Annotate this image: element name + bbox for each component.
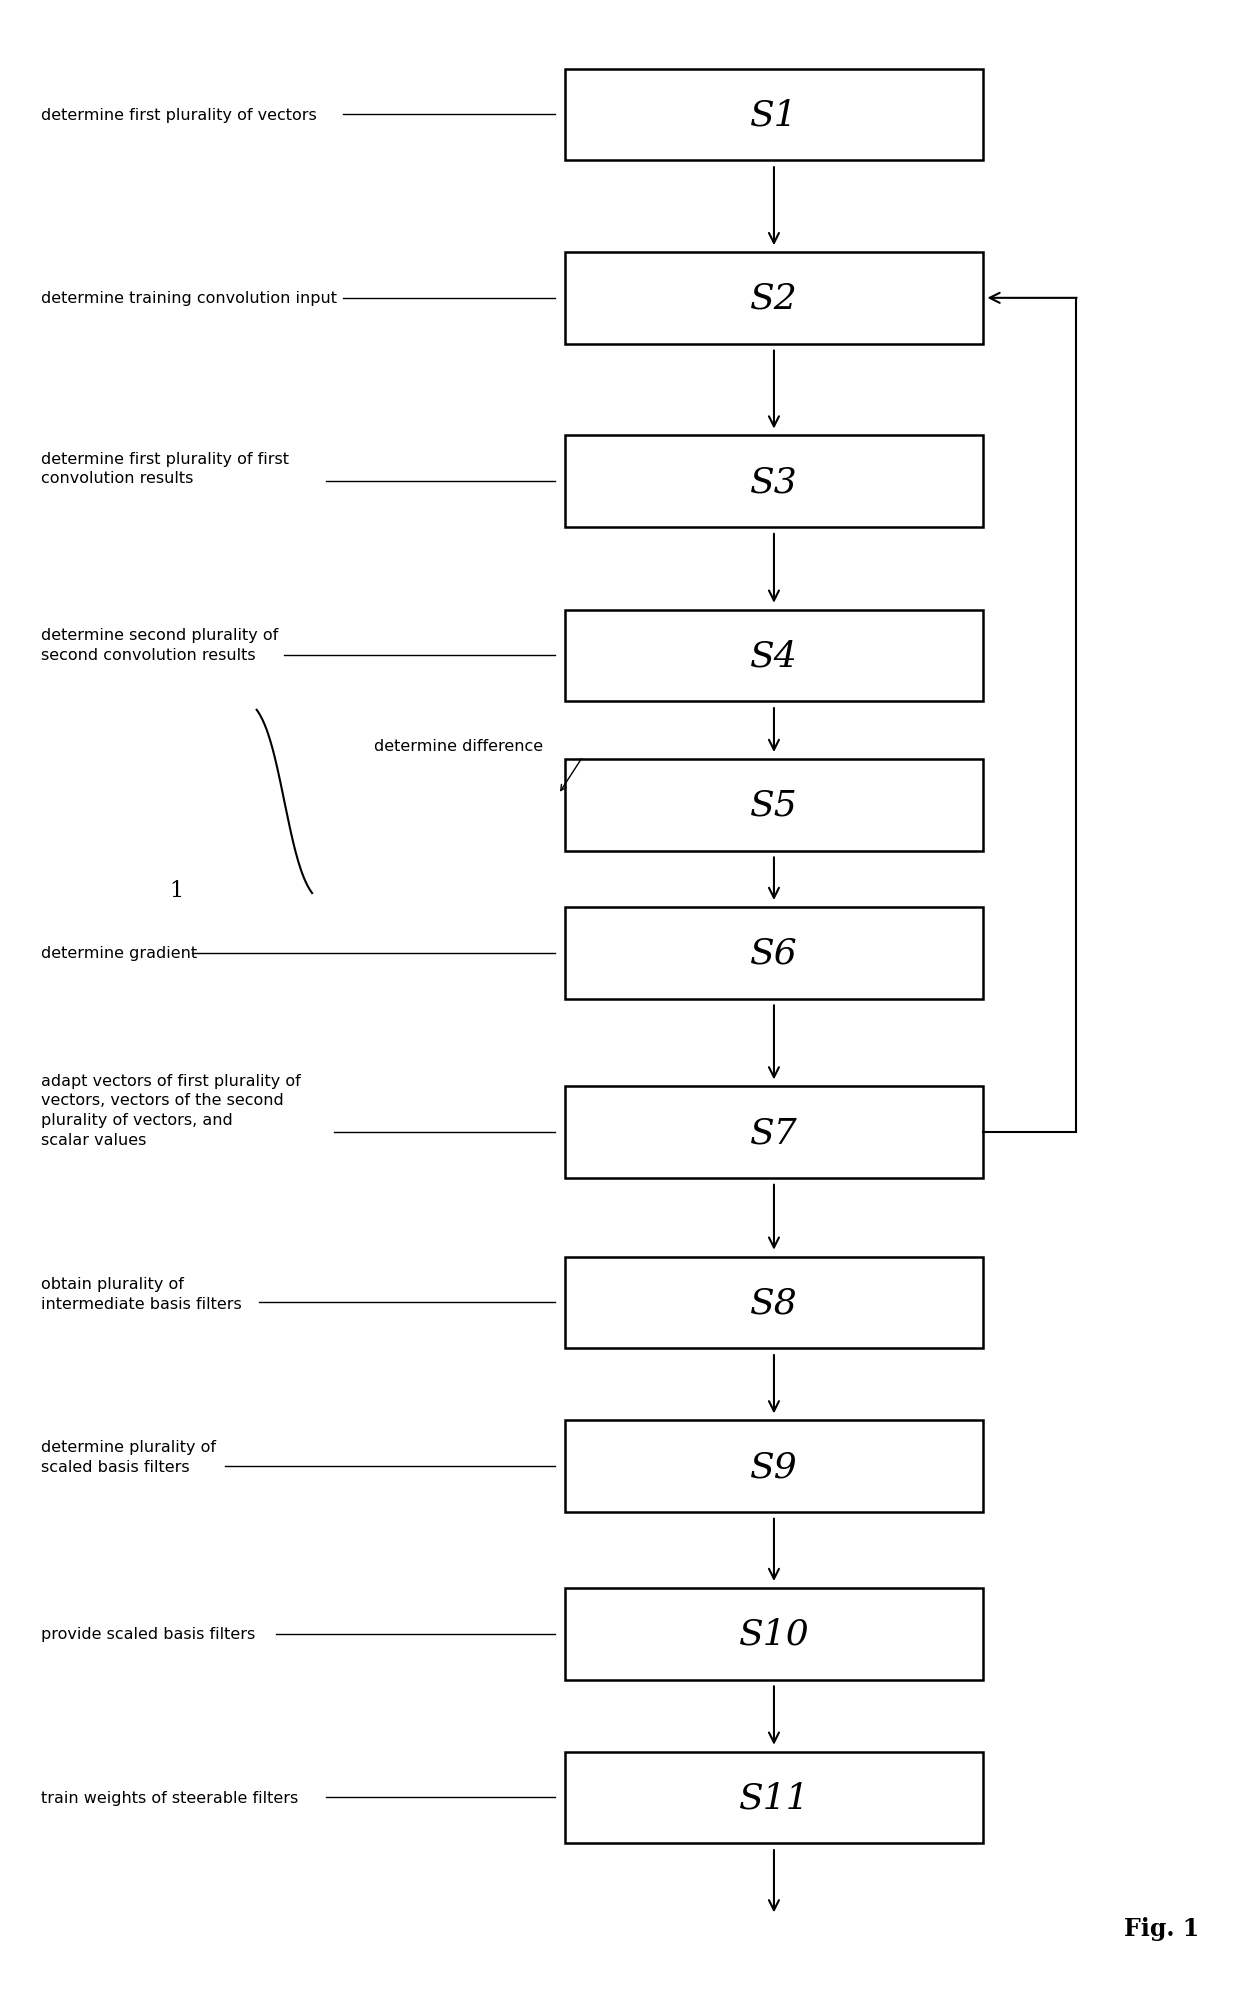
Text: determine difference: determine difference xyxy=(373,739,543,753)
Text: determine first plurality of first
convolution results: determine first plurality of first convo… xyxy=(41,452,289,486)
FancyBboxPatch shape xyxy=(564,254,983,344)
Text: S1: S1 xyxy=(750,98,797,132)
Text: 1: 1 xyxy=(170,879,184,901)
Text: S10: S10 xyxy=(739,1616,810,1650)
Text: S7: S7 xyxy=(750,1115,797,1149)
Text: adapt vectors of first plurality of
vectors, vectors of the second
plurality of : adapt vectors of first plurality of vect… xyxy=(41,1073,301,1147)
Text: S11: S11 xyxy=(739,1780,810,1814)
FancyBboxPatch shape xyxy=(564,609,983,701)
Text: S8: S8 xyxy=(750,1285,797,1319)
FancyBboxPatch shape xyxy=(564,436,983,527)
Text: S4: S4 xyxy=(750,639,797,673)
Text: obtain plurality of
intermediate basis filters: obtain plurality of intermediate basis f… xyxy=(41,1277,242,1311)
Text: provide scaled basis filters: provide scaled basis filters xyxy=(41,1626,255,1642)
Text: S9: S9 xyxy=(750,1449,797,1483)
Text: determine gradient: determine gradient xyxy=(41,945,197,961)
FancyBboxPatch shape xyxy=(564,759,983,851)
FancyBboxPatch shape xyxy=(564,907,983,999)
Text: determine plurality of
scaled basis filters: determine plurality of scaled basis filt… xyxy=(41,1441,216,1475)
Text: determine training convolution input: determine training convolution input xyxy=(41,292,337,306)
FancyBboxPatch shape xyxy=(564,1752,983,1844)
Text: S6: S6 xyxy=(750,937,797,971)
FancyBboxPatch shape xyxy=(564,1087,983,1179)
Text: S5: S5 xyxy=(750,789,797,823)
Text: determine first plurality of vectors: determine first plurality of vectors xyxy=(41,108,317,124)
FancyBboxPatch shape xyxy=(564,70,983,162)
Text: determine second plurality of
second convolution results: determine second plurality of second con… xyxy=(41,627,278,663)
Text: S3: S3 xyxy=(750,466,797,500)
Text: S2: S2 xyxy=(750,282,797,316)
Text: Fig. 1: Fig. 1 xyxy=(1123,1916,1199,1940)
Text: train weights of steerable filters: train weights of steerable filters xyxy=(41,1790,299,1804)
FancyBboxPatch shape xyxy=(564,1257,983,1349)
FancyBboxPatch shape xyxy=(564,1421,983,1512)
FancyBboxPatch shape xyxy=(564,1588,983,1680)
